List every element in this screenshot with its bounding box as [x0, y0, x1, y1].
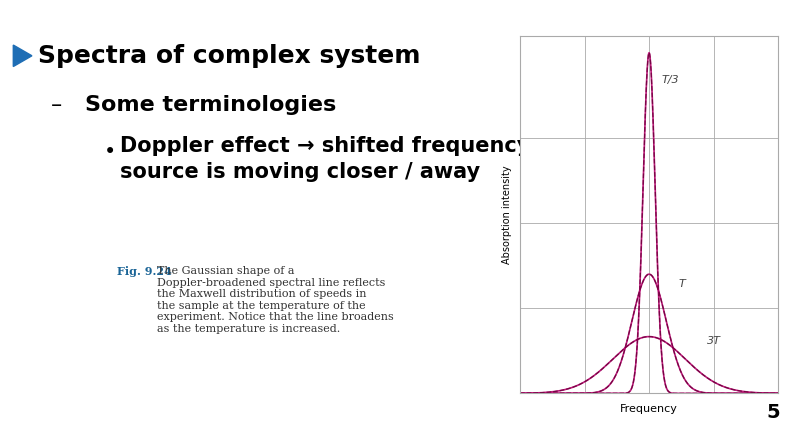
- X-axis label: Frequency: Frequency: [620, 404, 678, 414]
- Text: Doppler effect → shifted frequency when the: Doppler effect → shifted frequency when …: [120, 136, 647, 156]
- Text: T: T: [678, 278, 685, 289]
- Text: The Gaussian shape of a
Doppler-broadened spectral line reflects
the Maxwell dis: The Gaussian shape of a Doppler-broadene…: [157, 266, 394, 334]
- Y-axis label: Absorption intensity: Absorption intensity: [503, 165, 512, 264]
- Text: –: –: [51, 95, 62, 115]
- Text: •: •: [104, 142, 116, 162]
- Text: Fig. 9.24: Fig. 9.24: [117, 266, 172, 277]
- Text: 3T: 3T: [707, 336, 721, 346]
- Polygon shape: [13, 45, 32, 67]
- Text: Spectra of complex system: Spectra of complex system: [38, 44, 421, 68]
- Text: Some terminologies: Some terminologies: [85, 95, 337, 115]
- Text: 5: 5: [766, 403, 780, 422]
- Text: T/3: T/3: [661, 75, 679, 85]
- Text: source is moving closer / away: source is moving closer / away: [120, 162, 480, 181]
